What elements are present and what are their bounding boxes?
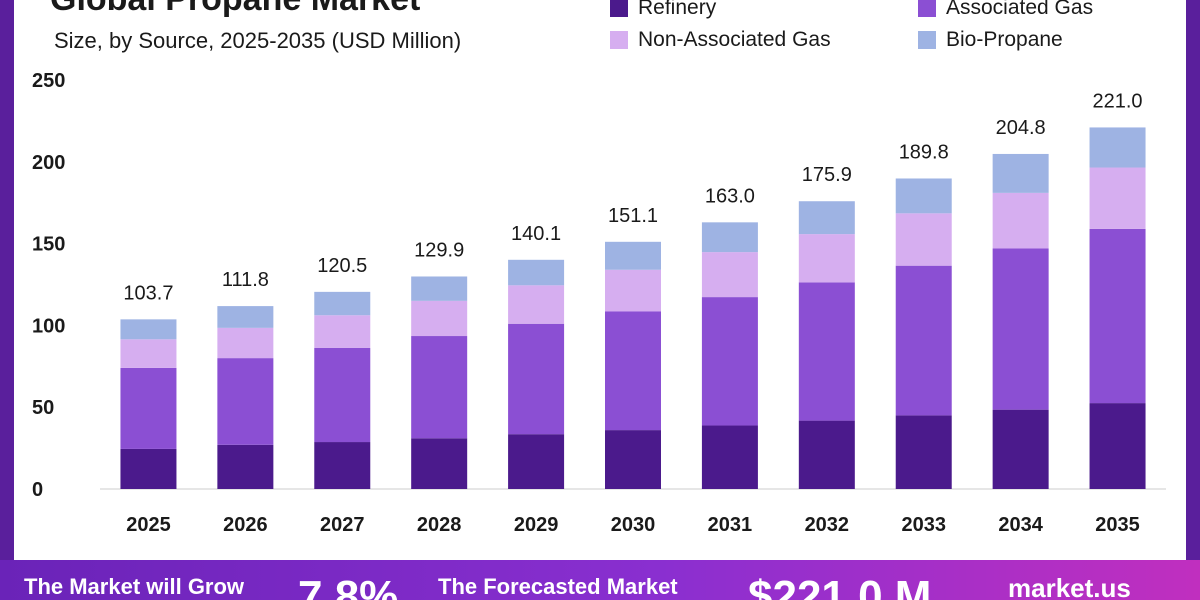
- x-tick-label: 2030: [611, 514, 656, 536]
- bar-segment-associated-gas: [701, 297, 758, 426]
- legend-item-non-associated-gas: Non-Associated Gas: [610, 28, 831, 52]
- legend-item-associated-gas: Associated Gas: [918, 0, 1093, 20]
- bar-segment-non-associated-gas: [120, 339, 177, 368]
- x-tick-label: 2027: [320, 514, 365, 536]
- legend-item-refinery: Refinery: [610, 0, 716, 20]
- bar-segment-refinery: [992, 409, 1049, 489]
- bar-segment-bio-propane: [508, 259, 565, 286]
- bar-segment-associated-gas: [508, 323, 565, 435]
- bar-segment-associated-gas: [1089, 228, 1146, 404]
- bar-segment-refinery: [411, 438, 468, 489]
- bar-segment-refinery: [895, 415, 952, 489]
- bar-segment-non-associated-gas: [411, 300, 468, 337]
- legend-item-bio-propane: Bio-Propane: [918, 28, 1063, 52]
- footer-brand: market.us: [1008, 573, 1131, 600]
- bar-segment-associated-gas: [992, 248, 1049, 410]
- bar-segment-associated-gas: [605, 311, 661, 431]
- footer-banner: The Market will Grow 7.8% The Forecasted…: [0, 560, 1200, 600]
- bar-segment-associated-gas: [314, 347, 371, 443]
- x-tick-label: 2032: [805, 514, 850, 536]
- bar-total-label: 163.0: [705, 185, 755, 207]
- bar-segment-non-associated-gas: [605, 269, 661, 312]
- bar-segment-non-associated-gas: [992, 192, 1049, 249]
- bar-segment-non-associated-gas: [217, 327, 274, 359]
- stacked-bar-chart: 0 50 100 150 200 250 103.7 2025 111.8 2026 120.5 20…: [32, 70, 1166, 536]
- chart-title: Global Propane Market: [50, 0, 420, 19]
- bar-total-label: 189.8: [899, 141, 949, 163]
- bar-segment-bio-propane: [314, 291, 371, 316]
- bar-segment-associated-gas: [411, 336, 468, 439]
- legend-swatch-non-associated-gas: [610, 31, 628, 49]
- bar-total-label: 103.7: [123, 282, 173, 304]
- bar-segment-associated-gas: [798, 282, 855, 421]
- legend-label-refinery: Refinery: [638, 0, 717, 19]
- bar-segment-non-associated-gas: [314, 315, 371, 348]
- bar-total-label: 120.5: [317, 255, 367, 277]
- y-tick-label: 250: [32, 70, 65, 92]
- bar-total-label: 151.1: [608, 205, 658, 227]
- bar-total-label: 221.0: [1093, 90, 1143, 112]
- y-tick-label: 150: [32, 234, 65, 256]
- x-tick-label: 2025: [126, 514, 171, 536]
- footer-forecast-value: $221.0 M: [748, 572, 932, 600]
- bar-segment-bio-propane: [605, 241, 661, 270]
- y-tick-label: 50: [32, 397, 54, 419]
- bar-segment-non-associated-gas: [508, 285, 565, 324]
- bar-total-label: 204.8: [996, 117, 1046, 139]
- bar-segment-non-associated-gas: [895, 213, 952, 266]
- x-tick-label: 2028: [417, 514, 462, 536]
- bar-segment-bio-propane: [701, 222, 758, 253]
- x-tick-label: 2031: [708, 514, 753, 536]
- x-tick-label: 2029: [514, 514, 559, 536]
- legend-swatch-bio-propane: [918, 31, 936, 49]
- bar-segment-bio-propane: [992, 153, 1049, 193]
- legend-label-non-associated-gas: Non-Associated Gas: [638, 28, 831, 51]
- legend-swatch-refinery: [610, 0, 628, 17]
- bar-segment-refinery: [1089, 403, 1146, 489]
- bar-total-label: 111.8: [222, 269, 269, 291]
- frame-left-border: [0, 0, 14, 560]
- footer-cagr-value: 7.8%: [298, 572, 399, 600]
- bar-segment-non-associated-gas: [701, 252, 758, 298]
- x-tick-label: 2034: [998, 514, 1043, 536]
- legend: Refinery Associated Gas Non-Associated G…: [0, 0, 1200, 60]
- y-tick-label: 0: [32, 479, 43, 501]
- bar-segment-refinery: [120, 448, 177, 489]
- bar-segment-associated-gas: [120, 367, 177, 449]
- legend-label-bio-propane: Bio-Propane: [946, 28, 1063, 51]
- bar-segment-refinery: [605, 430, 661, 489]
- bar-segment-bio-propane: [120, 319, 177, 340]
- bar-segment-refinery: [701, 425, 758, 489]
- bar-segment-non-associated-gas: [1089, 167, 1146, 229]
- bar-segment-bio-propane: [798, 201, 855, 235]
- bar-segment-non-associated-gas: [798, 234, 855, 283]
- bar-segment-associated-gas: [895, 265, 952, 416]
- legend-swatch-associated-gas: [918, 0, 936, 17]
- frame-right-border: [1186, 0, 1200, 560]
- bar-total-label: 129.9: [414, 239, 464, 261]
- bar-segment-refinery: [508, 434, 565, 489]
- y-tick-label: 100: [32, 315, 65, 337]
- x-tick-label: 2033: [901, 514, 946, 536]
- x-tick-label: 2035: [1095, 514, 1140, 536]
- bar-segment-refinery: [798, 420, 855, 489]
- bar-segment-bio-propane: [1089, 127, 1146, 168]
- bar-segment-bio-propane: [411, 276, 468, 301]
- footer-forecast-label: The Forecasted Market: [438, 574, 678, 599]
- bar-segment-associated-gas: [217, 358, 274, 445]
- x-tick-label: 2026: [223, 514, 268, 536]
- y-tick-label: 200: [32, 152, 65, 174]
- chart-subtitle: Size, by Source, 2025-2035 (USD Million): [54, 28, 462, 53]
- bar-total-label: 175.9: [802, 164, 852, 186]
- bar-segment-bio-propane: [217, 306, 274, 328]
- bar-total-label: 140.1: [511, 223, 561, 245]
- bar-segment-bio-propane: [895, 178, 952, 214]
- bar-segment-refinery: [314, 442, 371, 489]
- legend-label-associated-gas: Associated Gas: [946, 0, 1094, 19]
- footer-grow-label: The Market will Grow: [24, 574, 245, 599]
- bar-segment-refinery: [217, 444, 274, 489]
